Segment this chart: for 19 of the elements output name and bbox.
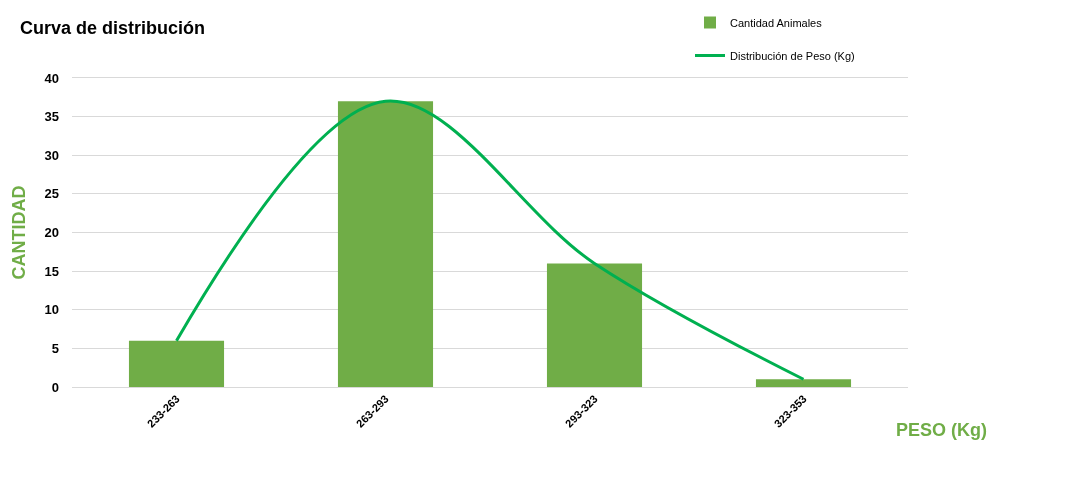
- bar: [755, 379, 852, 387]
- y-tick-label: 30: [44, 147, 59, 163]
- legend-label: Cantidad Animales: [730, 16, 823, 29]
- y-tick-label: 10: [44, 302, 59, 318]
- y-tick-label: 15: [44, 263, 59, 279]
- y-tick-label: 35: [44, 109, 59, 125]
- bar: [128, 340, 225, 387]
- y-tick-label: 5: [51, 340, 59, 356]
- y-tick-label: 0: [51, 379, 59, 395]
- x-axis-title: PESO (Kg): [896, 420, 988, 440]
- legend-label: Distribución de Peso (Kg): [730, 49, 855, 62]
- bar: [546, 263, 643, 387]
- bar: [337, 101, 434, 387]
- y-tick-label: 25: [44, 186, 59, 202]
- y-tick-label: 20: [44, 225, 59, 241]
- y-axis-title: CANTIDAD: [8, 185, 29, 280]
- chart-title: Curva de distribución: [20, 18, 206, 39]
- line-series: [175, 99, 805, 381]
- y-tick-label: 40: [44, 70, 59, 86]
